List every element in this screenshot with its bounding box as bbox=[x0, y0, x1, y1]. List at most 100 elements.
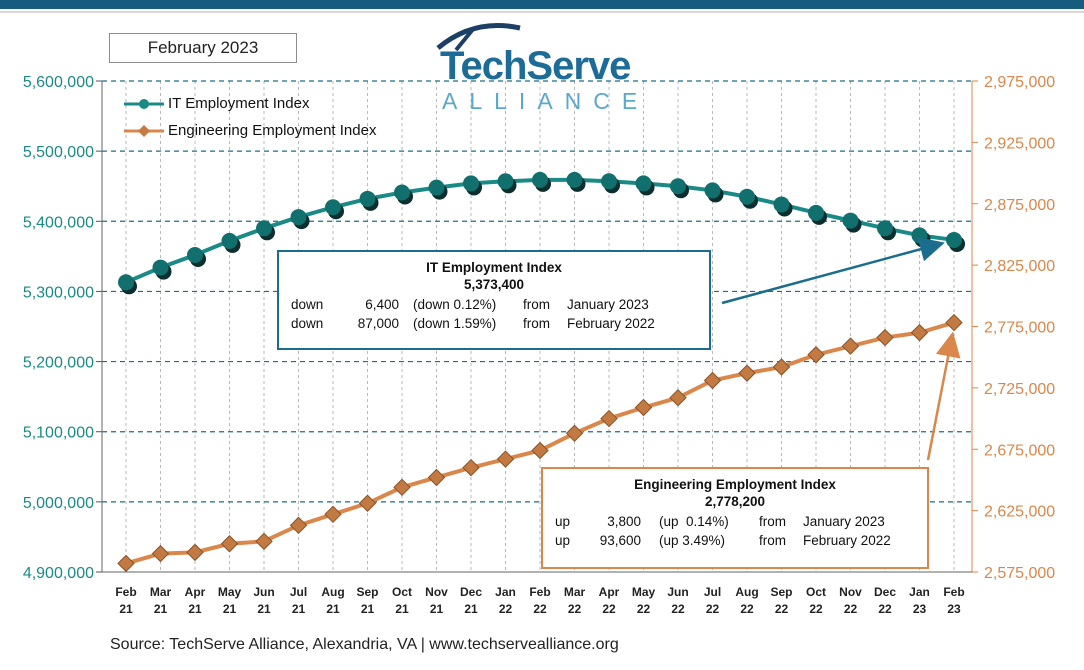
it-data-point bbox=[946, 231, 962, 248]
eng-data-point bbox=[496, 450, 515, 468]
it-data-point bbox=[394, 184, 410, 201]
legend-eng-label: Engineering Employment Index bbox=[168, 122, 377, 139]
left-axis-tick-label: 5,200,000 bbox=[23, 355, 94, 372]
legend-item-eng: Engineering Employment Index bbox=[122, 117, 376, 144]
it-row1-period: January 2023 bbox=[567, 297, 649, 312]
eng-data-point bbox=[324, 505, 342, 524]
it-callout-box: IT Employment Index 5,373,400 down 6,400 (… bbox=[277, 250, 711, 350]
x-tick-label-month: Jul bbox=[704, 585, 721, 599]
x-tick-label-year: 22 bbox=[533, 602, 547, 616]
x-tick-label-year: 21 bbox=[154, 602, 168, 616]
eng-row1-pct: (up 0.14%) bbox=[659, 514, 729, 529]
x-tick-label-year: 21 bbox=[292, 602, 306, 616]
x-tick-label-year: 21 bbox=[223, 602, 237, 616]
eng-callout-value: 2,778,200 bbox=[704, 494, 766, 509]
it-data-point bbox=[463, 175, 479, 192]
x-tick-label-month: Nov bbox=[839, 585, 862, 599]
it-data-point bbox=[704, 182, 721, 199]
x-tick-label-month: Jul bbox=[290, 585, 307, 599]
it-data-point bbox=[428, 179, 445, 196]
right-axis-tick-label: 2,625,000 bbox=[984, 504, 1055, 521]
it-data-point bbox=[635, 175, 652, 192]
right-axis-tick-label: 2,925,000 bbox=[984, 135, 1055, 152]
x-tick-label-year: 21 bbox=[430, 602, 444, 616]
eng-callout-box: Engineering Employment Index 2,778,200 u… bbox=[541, 467, 929, 569]
x-tick-label-month: Mar bbox=[150, 585, 172, 599]
it-data-point bbox=[911, 227, 928, 244]
legend-eng-marker-icon bbox=[124, 125, 164, 137]
eng-callout-row-month: up 3,800 (up 0.14%) from January 2023 bbox=[555, 512, 927, 531]
it-row1-dir: down bbox=[291, 297, 324, 312]
it-data-point bbox=[187, 246, 203, 263]
it-row2-period: February 2022 bbox=[567, 316, 655, 331]
eng-data-point bbox=[669, 388, 687, 407]
it-callout-value: 5,373,400 bbox=[463, 277, 525, 292]
it-data-point bbox=[325, 199, 341, 216]
techserve-logo: TechServe ALLIANCE bbox=[428, 22, 668, 113]
eng-callout-row-year: up 93,600 (up 3.49%) from February 2022 bbox=[555, 531, 927, 550]
eng-data-point bbox=[565, 424, 584, 442]
eng-data-point bbox=[393, 478, 411, 497]
x-tick-label-month: Feb bbox=[115, 585, 136, 599]
eng-data-point bbox=[703, 371, 722, 390]
chart-legend: IT Employment Index Engineering Employme… bbox=[122, 90, 376, 144]
eng-data-point bbox=[186, 543, 204, 562]
x-tick-label-month: Dec bbox=[874, 585, 896, 599]
x-tick-label-year: 22 bbox=[637, 602, 651, 616]
right-axis-tick-label: 2,725,000 bbox=[984, 381, 1055, 398]
logo-subtitle: ALLIANCE bbox=[442, 88, 650, 114]
x-tick-label-month: Mar bbox=[564, 585, 586, 599]
it-row2-amount: 87,000 bbox=[357, 316, 399, 331]
x-tick-label-month: Apr bbox=[185, 585, 206, 599]
it-data-point bbox=[221, 232, 238, 249]
x-tick-label-month: May bbox=[218, 585, 242, 599]
it-data-point bbox=[532, 171, 548, 188]
eng-data-point bbox=[600, 409, 618, 428]
x-tick-label-month: Jan bbox=[495, 585, 516, 599]
x-tick-label-year: 22 bbox=[706, 602, 720, 616]
it-row2-dir: down bbox=[291, 316, 324, 331]
right-axis-tick-label: 2,775,000 bbox=[984, 320, 1055, 337]
x-tick-label-year: 21 bbox=[395, 602, 409, 616]
eng-data-point bbox=[255, 532, 273, 551]
x-tick-label-year: 21 bbox=[326, 602, 340, 616]
eng-callout-arrow bbox=[926, 331, 961, 461]
source-note: Source: TechServe Alliance, Alexandria, … bbox=[110, 636, 619, 653]
eng-data-point bbox=[117, 554, 135, 573]
right-axis-tick-label: 2,575,000 bbox=[984, 565, 1055, 582]
eng-data-point bbox=[841, 337, 860, 355]
eng-row2-period: February 2022 bbox=[803, 533, 891, 548]
eng-data-point bbox=[876, 328, 894, 347]
it-data-point bbox=[808, 204, 824, 221]
x-tick-label-year: 21 bbox=[119, 602, 133, 616]
x-tick-label-year: 22 bbox=[878, 602, 892, 616]
it-data-point bbox=[566, 171, 583, 188]
eng-data-point bbox=[772, 358, 791, 376]
it-row1-amount: 6,400 bbox=[365, 297, 399, 312]
x-tick-label-month: Apr bbox=[599, 585, 620, 599]
eng-row2-amount: 93,600 bbox=[599, 533, 641, 548]
left-axis-tick-label: 5,400,000 bbox=[23, 214, 94, 231]
x-tick-label-year: 22 bbox=[740, 602, 754, 616]
right-axis-tick-label: 2,975,000 bbox=[984, 74, 1055, 91]
eng-data-point bbox=[358, 494, 377, 512]
x-tick-label-year: 22 bbox=[844, 602, 858, 616]
x-tick-label-month: Jan bbox=[909, 585, 930, 599]
x-tick-label-month: Feb bbox=[529, 585, 550, 599]
eng-row1-period: January 2023 bbox=[803, 514, 885, 529]
eng-data-point bbox=[634, 398, 653, 417]
left-axis-tick-label: 5,500,000 bbox=[23, 144, 94, 161]
eng-row2-from: from bbox=[759, 533, 786, 548]
logo-name: TechServe bbox=[440, 44, 631, 88]
it-callout-row-month: down 6,400 (down 0.12%) from January 2023 bbox=[291, 295, 709, 314]
it-data-point bbox=[877, 220, 893, 237]
x-tick-label-month: May bbox=[632, 585, 656, 599]
it-data-point bbox=[118, 274, 134, 291]
x-tick-label-month: Oct bbox=[392, 585, 412, 599]
it-data-point bbox=[739, 188, 755, 205]
it-callout-title: IT Employment Index bbox=[426, 260, 562, 275]
it-row1-pct: (down 0.12%) bbox=[413, 297, 497, 312]
it-row2-from: from bbox=[523, 316, 550, 331]
x-tick-label-month: Jun bbox=[667, 585, 688, 599]
legend-it-label: IT Employment Index bbox=[168, 95, 310, 112]
